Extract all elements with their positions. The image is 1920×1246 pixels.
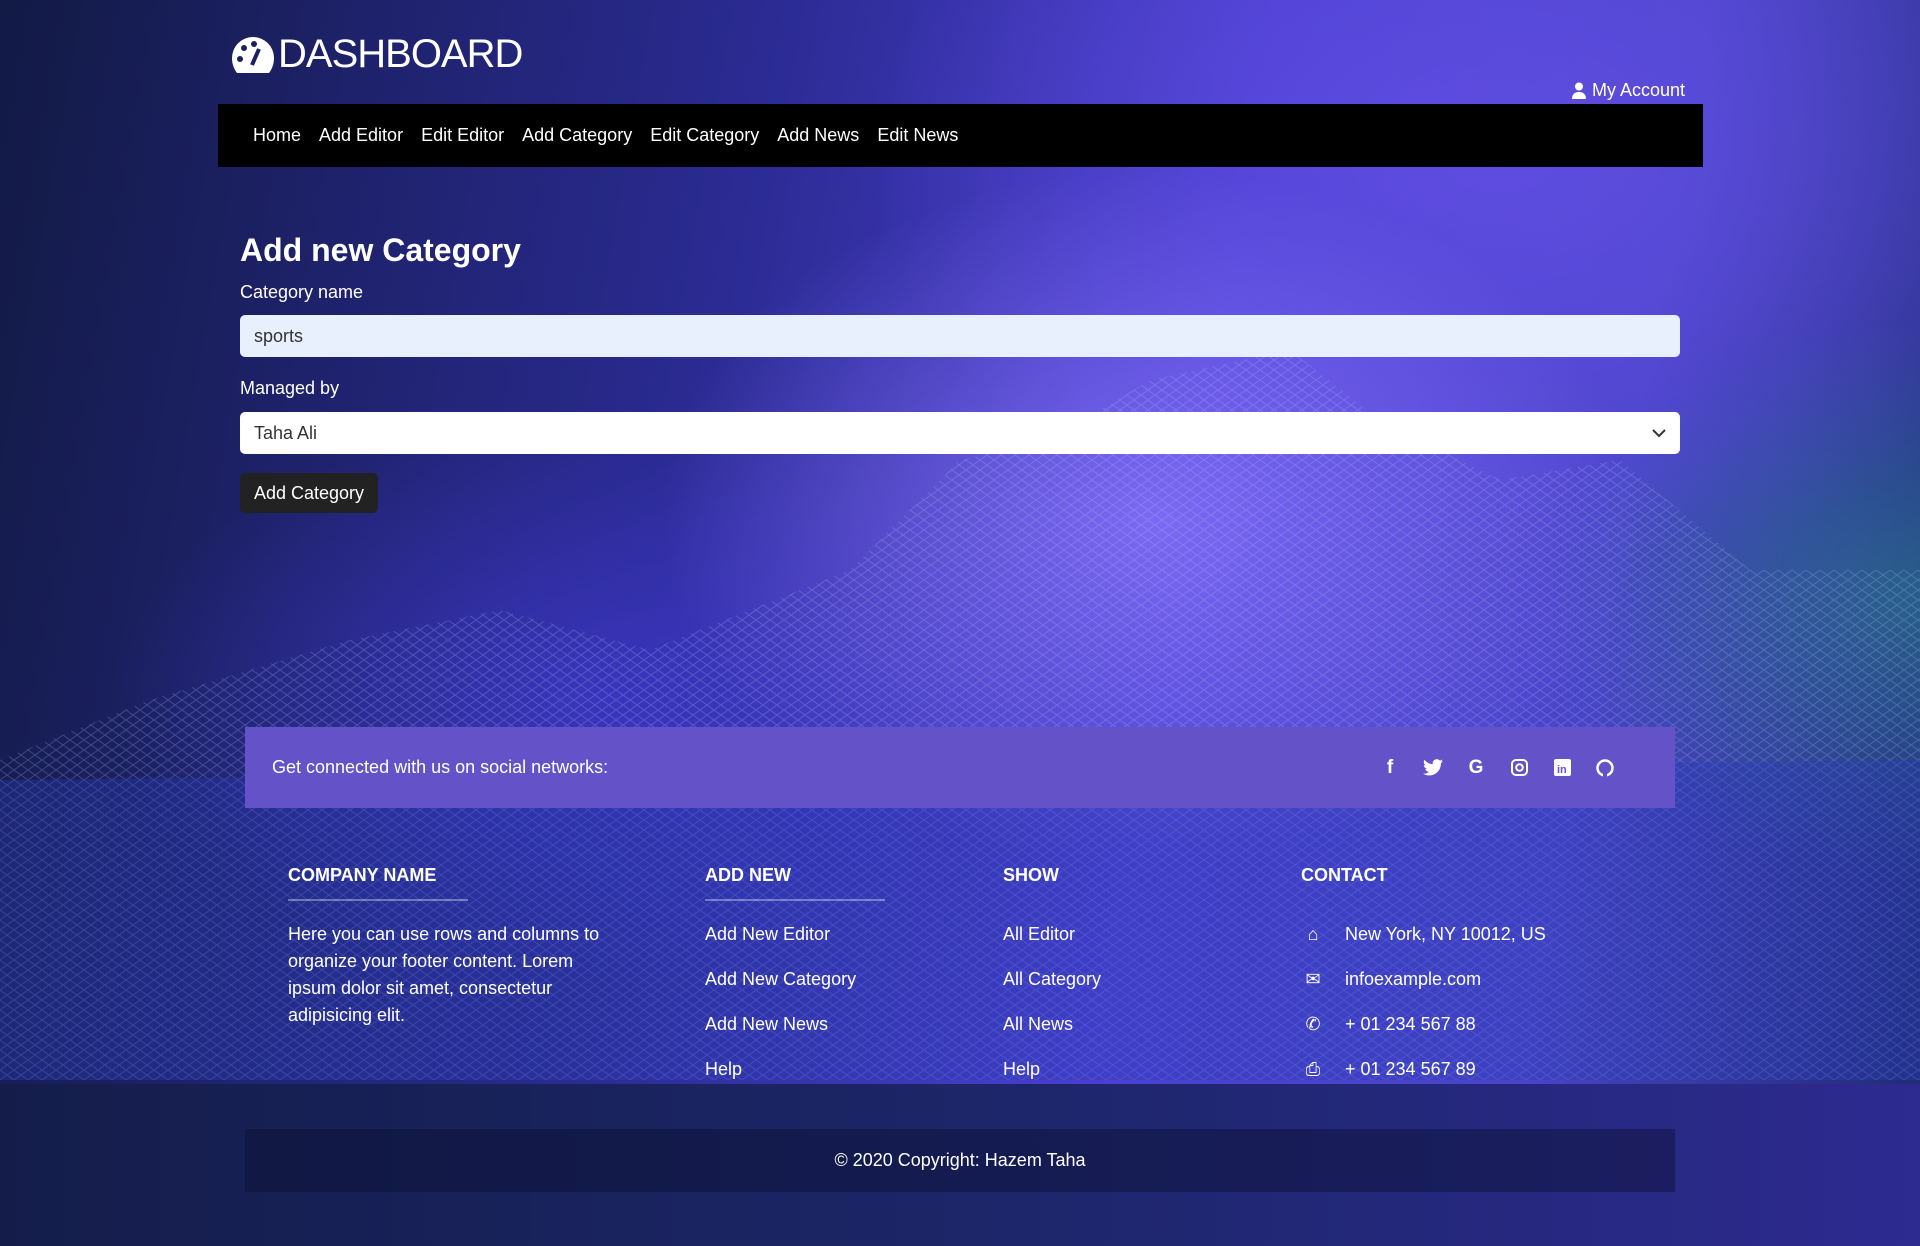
footer-link[interactable]: Help: [705, 1059, 743, 1079]
linkedin-icon[interactable]: in: [1552, 758, 1572, 778]
social-bar: Get connected with us on social networks…: [245, 727, 1675, 808]
envelope-icon: ✉: [1305, 969, 1321, 989]
show-title: SHOW: [1003, 865, 1059, 885]
footer-link[interactable]: Help: [1003, 1059, 1041, 1079]
page-title: Add new Category: [240, 232, 521, 268]
printer-icon: ⎙: [1305, 1059, 1321, 1079]
nav-edit-news[interactable]: Edit News: [877, 125, 959, 145]
facebook-icon[interactable]: f: [1386, 756, 1394, 778]
my-account-link[interactable]: My Account: [1572, 80, 1685, 101]
footer-link[interactable]: All News: [1003, 1014, 1074, 1034]
footer-link[interactable]: Add New News: [705, 1014, 829, 1034]
chevron-down-icon: [1652, 428, 1666, 437]
user-icon: [1572, 82, 1586, 99]
home-icon: ⌂: [1307, 924, 1319, 944]
managed-by-label: Managed by: [240, 378, 340, 398]
footer-add-new: ADD NEW Add New Editor Add New Category …: [705, 862, 885, 1101]
twitter-icon[interactable]: [1423, 758, 1443, 778]
contact-phone: + 01 234 567 88: [1345, 1014, 1476, 1034]
managed-by-select[interactable]: Taha Ali: [240, 412, 1680, 454]
google-icon[interactable]: G: [1468, 756, 1484, 778]
category-name-label: Category name: [240, 282, 364, 302]
copyright-bar: © 2020 Copyright: Hazem Taha: [245, 1129, 1675, 1192]
github-icon[interactable]: [1595, 758, 1615, 778]
logo-text: DASHBOARD: [278, 32, 523, 76]
logo[interactable]: DASHBOARD: [230, 32, 523, 77]
contact-address: New York, NY 10012, US: [1345, 924, 1546, 944]
managed-by-value: Taha Ali: [254, 422, 318, 443]
company-title: COMPANY NAME: [288, 865, 437, 885]
nav-add-category[interactable]: Add Category: [522, 125, 633, 145]
nav-home[interactable]: Home: [253, 125, 302, 145]
footer-link[interactable]: All Editor: [1003, 924, 1076, 944]
svg-text:in: in: [1557, 764, 1567, 776]
category-name-input[interactable]: sports: [240, 315, 1680, 357]
footer-show: SHOW All Editor All Category All News He…: [1003, 862, 1183, 1101]
footer-contact: CONTACT ⌂ New York, NY 10012, US ✉ infoexa…: [1301, 862, 1546, 1101]
add-new-title: ADD NEW: [705, 865, 791, 885]
nav-edit-category[interactable]: Edit Category: [650, 125, 760, 145]
nav-add-editor[interactable]: Add Editor: [319, 125, 404, 145]
footer-bottom-band: [0, 1084, 1920, 1246]
nav-edit-editor[interactable]: Edit Editor: [421, 125, 505, 145]
category-name-value: sports: [254, 325, 304, 346]
social-text: Get connected with us on social networks…: [272, 757, 609, 777]
add-category-button[interactable]: Add Category: [240, 473, 378, 513]
footer-link[interactable]: Add New Editor: [705, 924, 831, 944]
footer-link[interactable]: Add New Category: [705, 969, 857, 989]
contact-title: CONTACT: [1301, 865, 1388, 885]
contact-fax: + 01 234 567 89: [1345, 1059, 1476, 1079]
phone-icon: ✆: [1305, 1014, 1321, 1034]
my-account-label: My Account: [1592, 80, 1686, 100]
copyright-text: © 2020 Copyright: Hazem Taha: [834, 1150, 1086, 1170]
instagram-icon[interactable]: [1509, 758, 1529, 778]
contact-email: infoexample.com: [1345, 969, 1482, 989]
footer-company: COMPANY NAME Here you can use rows and c…: [288, 862, 608, 1029]
company-text: Here you can use rows and columns to org…: [288, 924, 600, 1025]
footer-link[interactable]: All Category: [1003, 969, 1102, 989]
dashboard-gauge-icon: [232, 36, 274, 73]
main-nav: Home Add Editor Edit Editor Add Category…: [218, 104, 1703, 167]
nav-add-news[interactable]: Add News: [777, 125, 860, 145]
